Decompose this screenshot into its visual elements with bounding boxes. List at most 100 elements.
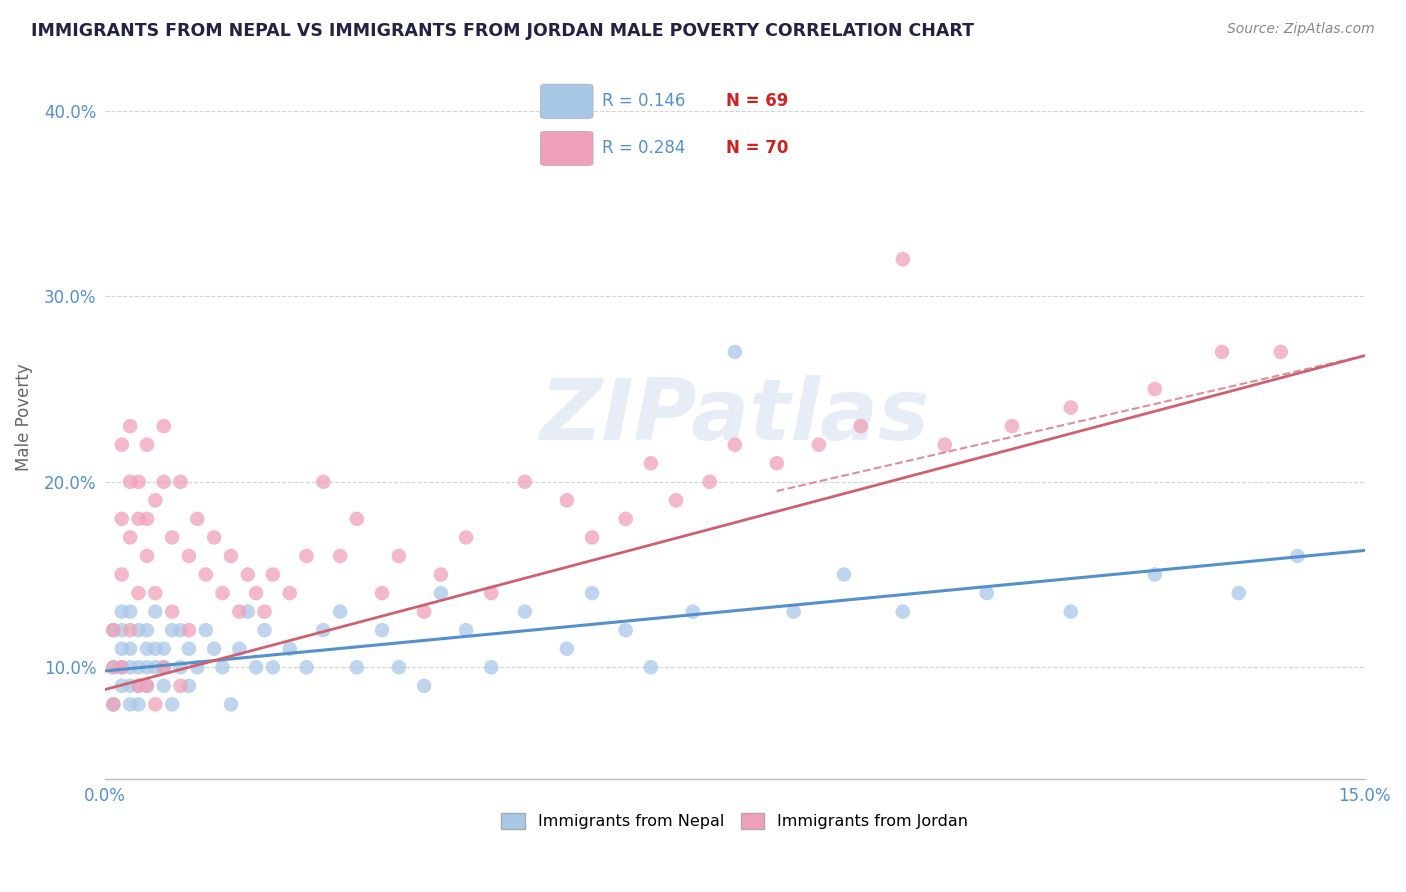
Point bbox=[454, 530, 477, 544]
Point bbox=[186, 512, 208, 526]
Point bbox=[143, 698, 166, 712]
Point bbox=[891, 605, 914, 619]
Point bbox=[849, 419, 872, 434]
Point bbox=[169, 679, 191, 693]
Point bbox=[665, 493, 688, 508]
Point bbox=[278, 586, 301, 600]
Point bbox=[103, 698, 125, 712]
Point bbox=[807, 438, 830, 452]
Point bbox=[111, 605, 134, 619]
Point bbox=[136, 549, 159, 563]
FancyBboxPatch shape bbox=[540, 84, 593, 119]
Text: Source: ZipAtlas.com: Source: ZipAtlas.com bbox=[1227, 22, 1375, 37]
Point bbox=[346, 512, 368, 526]
Point bbox=[120, 641, 142, 656]
Text: N = 70: N = 70 bbox=[725, 139, 789, 157]
Point bbox=[236, 567, 259, 582]
Point bbox=[430, 586, 453, 600]
Point bbox=[136, 660, 159, 674]
Point bbox=[295, 549, 318, 563]
Point bbox=[479, 660, 502, 674]
Point bbox=[329, 549, 352, 563]
Point bbox=[766, 456, 789, 470]
Point bbox=[103, 660, 125, 674]
Point bbox=[152, 660, 174, 674]
Point bbox=[976, 586, 998, 600]
Point bbox=[581, 586, 603, 600]
Point bbox=[120, 475, 142, 489]
Point bbox=[136, 623, 159, 637]
Point bbox=[177, 641, 200, 656]
Point bbox=[934, 438, 956, 452]
Point bbox=[1286, 549, 1309, 563]
Point bbox=[194, 623, 217, 637]
Point bbox=[169, 623, 191, 637]
Point bbox=[120, 660, 142, 674]
Point bbox=[832, 567, 855, 582]
Y-axis label: Male Poverty: Male Poverty bbox=[15, 363, 32, 471]
Point bbox=[160, 530, 183, 544]
Point bbox=[128, 698, 150, 712]
Point bbox=[111, 660, 134, 674]
Text: IMMIGRANTS FROM NEPAL VS IMMIGRANTS FROM JORDAN MALE POVERTY CORRELATION CHART: IMMIGRANTS FROM NEPAL VS IMMIGRANTS FROM… bbox=[31, 22, 974, 40]
Text: ZIPatlas: ZIPatlas bbox=[540, 376, 929, 458]
Point bbox=[699, 475, 721, 489]
Text: R = 0.146: R = 0.146 bbox=[602, 93, 686, 111]
Point bbox=[430, 567, 453, 582]
Legend: Immigrants from Nepal, Immigrants from Jordan: Immigrants from Nepal, Immigrants from J… bbox=[495, 806, 974, 836]
Point bbox=[278, 641, 301, 656]
Point bbox=[253, 605, 276, 619]
FancyBboxPatch shape bbox=[540, 131, 593, 166]
Point bbox=[1001, 419, 1024, 434]
Point bbox=[136, 641, 159, 656]
Point bbox=[111, 623, 134, 637]
Point bbox=[371, 586, 394, 600]
Point bbox=[152, 679, 174, 693]
Point bbox=[724, 345, 747, 359]
Point bbox=[194, 567, 217, 582]
Point bbox=[103, 660, 125, 674]
Point bbox=[413, 679, 436, 693]
Point bbox=[614, 623, 637, 637]
Point bbox=[128, 679, 150, 693]
Point bbox=[1270, 345, 1292, 359]
Point bbox=[219, 698, 242, 712]
Point bbox=[1211, 345, 1233, 359]
Point bbox=[152, 641, 174, 656]
Point bbox=[103, 698, 125, 712]
Point bbox=[128, 512, 150, 526]
Point bbox=[186, 660, 208, 674]
Point bbox=[236, 605, 259, 619]
Point bbox=[111, 641, 134, 656]
Point bbox=[120, 530, 142, 544]
Point bbox=[136, 438, 159, 452]
Point bbox=[329, 605, 352, 619]
Point bbox=[128, 679, 150, 693]
Point bbox=[555, 493, 578, 508]
Point bbox=[143, 641, 166, 656]
Point bbox=[388, 549, 411, 563]
Point bbox=[111, 660, 134, 674]
Point bbox=[136, 679, 159, 693]
Point bbox=[103, 623, 125, 637]
Point bbox=[513, 605, 536, 619]
Point bbox=[202, 530, 225, 544]
Point bbox=[128, 660, 150, 674]
Point bbox=[103, 623, 125, 637]
Point bbox=[143, 605, 166, 619]
Point bbox=[228, 605, 250, 619]
Point bbox=[111, 679, 134, 693]
Point bbox=[120, 623, 142, 637]
Point bbox=[346, 660, 368, 674]
Point bbox=[295, 660, 318, 674]
Point bbox=[177, 549, 200, 563]
Point bbox=[1060, 401, 1083, 415]
Point bbox=[682, 605, 704, 619]
Point bbox=[388, 660, 411, 674]
Point bbox=[1060, 605, 1083, 619]
Point bbox=[152, 660, 174, 674]
Point bbox=[111, 567, 134, 582]
Point bbox=[177, 679, 200, 693]
Text: N = 69: N = 69 bbox=[725, 93, 789, 111]
Point bbox=[724, 438, 747, 452]
